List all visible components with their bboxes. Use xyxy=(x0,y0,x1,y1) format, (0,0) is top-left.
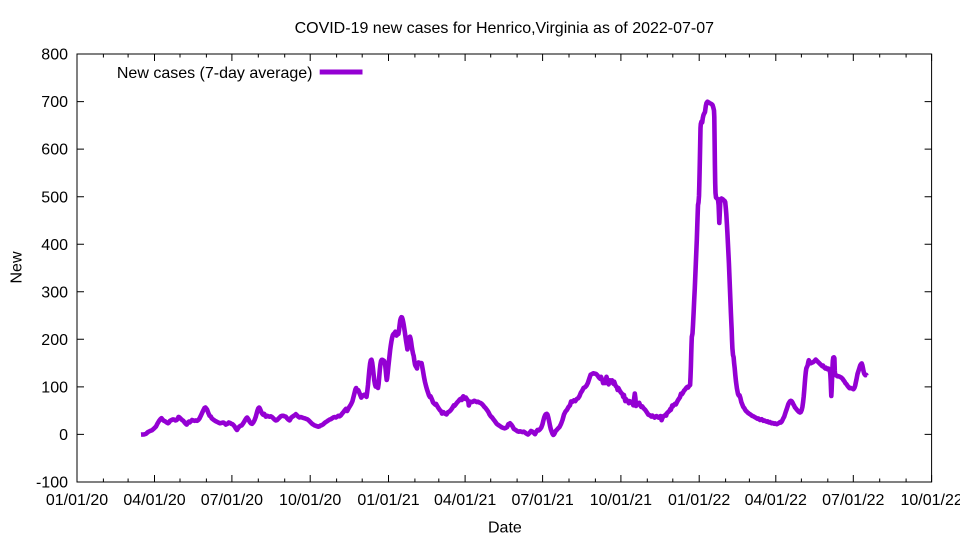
svg-text:-100: -100 xyxy=(36,475,68,492)
svg-text:200: 200 xyxy=(41,332,68,349)
svg-text:10/01/22: 10/01/22 xyxy=(900,492,960,509)
svg-text:01/01/20: 01/01/20 xyxy=(46,492,108,509)
svg-text:07/01/21: 07/01/21 xyxy=(511,492,573,509)
svg-text:0: 0 xyxy=(59,427,68,444)
svg-text:New cases (7-day average): New cases (7-day average) xyxy=(117,65,313,82)
svg-text:01/01/22: 01/01/22 xyxy=(668,492,730,509)
svg-text:COVID-19 new cases for Henrico: COVID-19 new cases for Henrico,Virginia … xyxy=(295,20,715,37)
svg-text:500: 500 xyxy=(41,189,68,206)
svg-text:01/01/21: 01/01/21 xyxy=(357,492,419,509)
svg-text:Date: Date xyxy=(488,520,522,537)
svg-text:04/01/21: 04/01/21 xyxy=(434,492,496,509)
svg-text:07/01/22: 07/01/22 xyxy=(822,492,884,509)
svg-text:04/01/20: 04/01/20 xyxy=(123,492,185,509)
svg-text:07/01/20: 07/01/20 xyxy=(201,492,263,509)
svg-text:300: 300 xyxy=(41,284,68,301)
svg-text:New: New xyxy=(9,251,26,283)
svg-text:800: 800 xyxy=(41,47,68,64)
svg-text:100: 100 xyxy=(41,380,68,397)
svg-text:600: 600 xyxy=(41,142,68,159)
svg-text:04/01/22: 04/01/22 xyxy=(745,492,807,509)
svg-text:10/01/21: 10/01/21 xyxy=(590,492,652,509)
svg-text:10/01/20: 10/01/20 xyxy=(279,492,341,509)
svg-text:400: 400 xyxy=(41,237,68,254)
svg-text:700: 700 xyxy=(41,94,68,111)
